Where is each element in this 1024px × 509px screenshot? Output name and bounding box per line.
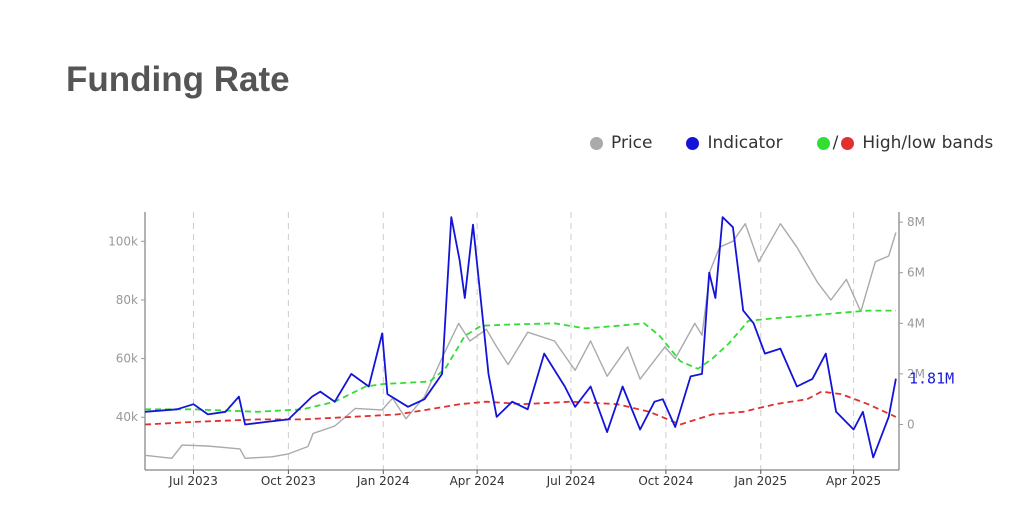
legend-label-indicator: Indicator	[707, 133, 783, 153]
chart-legend: Price Indicator / High/low bands	[590, 133, 993, 153]
right-tick-label: 0	[907, 417, 915, 431]
right-tick-label: 2M	[907, 367, 925, 381]
legend-item-price[interactable]: Price	[590, 133, 652, 153]
price-line	[144, 223, 897, 459]
low-band-dot-icon	[841, 136, 855, 150]
x-tick-label: Jan 2025	[733, 474, 787, 488]
x-tick-label: Jul 2024	[546, 474, 596, 488]
x-tick-label: Oct 2023	[261, 474, 316, 488]
high-band-line	[145, 309, 896, 413]
legend-label-price: Price	[611, 133, 653, 153]
x-tick-label: Apr 2024	[450, 474, 505, 488]
right-tick-label: 6M	[907, 266, 925, 280]
right-tick-label: 8M	[907, 215, 925, 229]
legend-slash: /	[832, 133, 839, 153]
low-band-line	[144, 390, 897, 426]
legend-label-bands: High/low bands	[862, 133, 994, 153]
last-value-label: 1.81M	[909, 370, 954, 388]
indicator-dot-icon	[686, 136, 700, 150]
price-dot-icon	[590, 136, 603, 150]
x-tick-label: Apr 2025	[826, 474, 881, 488]
right-tick-label: 4M	[907, 316, 925, 330]
left-tick-label: 100k	[108, 234, 138, 248]
x-tick-label: Oct 2024	[638, 474, 693, 488]
left-tick-label: 80k	[116, 293, 138, 307]
left-tick-label: 60k	[116, 352, 138, 366]
page-title: Funding Rate	[66, 60, 290, 99]
x-tick-label: Jan 2024	[356, 474, 410, 488]
legend-item-bands[interactable]: / High/low bands	[816, 133, 994, 153]
legend-item-indicator[interactable]: Indicator	[686, 133, 783, 153]
x-tick-label: Jul 2023	[168, 474, 218, 488]
high-band-dot-icon	[816, 136, 830, 150]
left-tick-label: 40k	[116, 410, 138, 424]
indicator-line	[144, 216, 897, 459]
